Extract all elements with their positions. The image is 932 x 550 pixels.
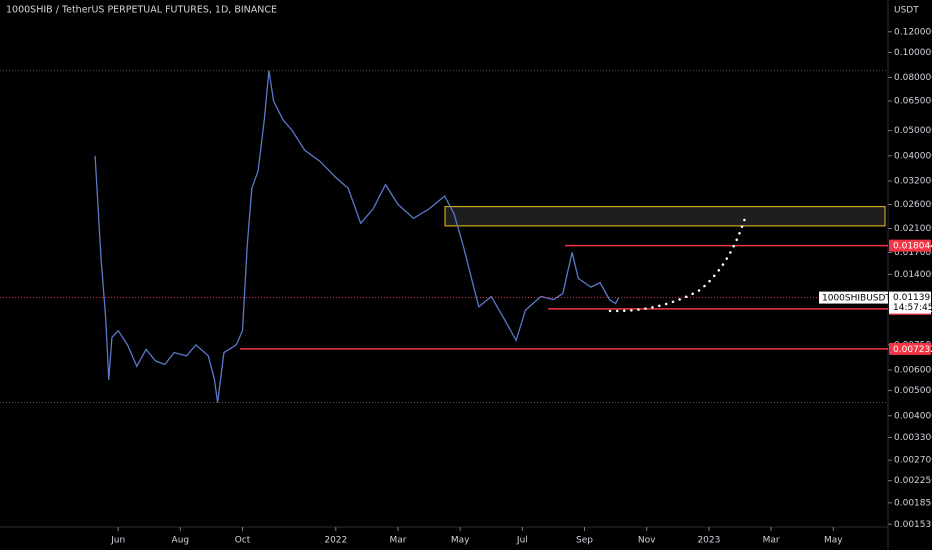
price-tag	[889, 291, 931, 314]
symbol-label: 1000SHIBUSDTPERP	[822, 294, 914, 304]
symbol-tag	[819, 291, 888, 304]
level-tag	[889, 342, 931, 355]
x-tick-label: Aug	[172, 536, 190, 546]
price-line	[94, 70, 620, 403]
countdown-label: 14:57:45	[893, 303, 932, 313]
last-price-label: 0.011395	[893, 293, 932, 303]
x-tick-label: Jul	[516, 536, 528, 546]
y-tick-label: 0.001530	[894, 520, 932, 530]
x-tick-label: May	[451, 536, 470, 546]
x-tick-label: 2023	[697, 536, 720, 546]
currency-label: USDT	[894, 6, 919, 16]
level-label: 0.018044	[893, 242, 932, 252]
x-tick-label: May	[824, 536, 843, 546]
x-tick-label: Nov	[638, 536, 656, 546]
level-tag	[889, 239, 931, 252]
x-tick-label: 2022	[324, 536, 347, 546]
x-tick-label: Jun	[110, 536, 125, 546]
x-tick-label: Oct	[235, 536, 251, 546]
zone-box	[444, 206, 886, 227]
projection-curve	[608, 216, 747, 313]
x-tick-label: Sep	[576, 536, 593, 546]
x-tick-label: Mar	[389, 536, 406, 546]
level-label: 0.007232	[893, 345, 932, 355]
x-tick-label: Mar	[763, 536, 780, 546]
chart-title: 1000SHIB / TetherUS PERPETUAL FUTURES, 1…	[6, 5, 277, 16]
